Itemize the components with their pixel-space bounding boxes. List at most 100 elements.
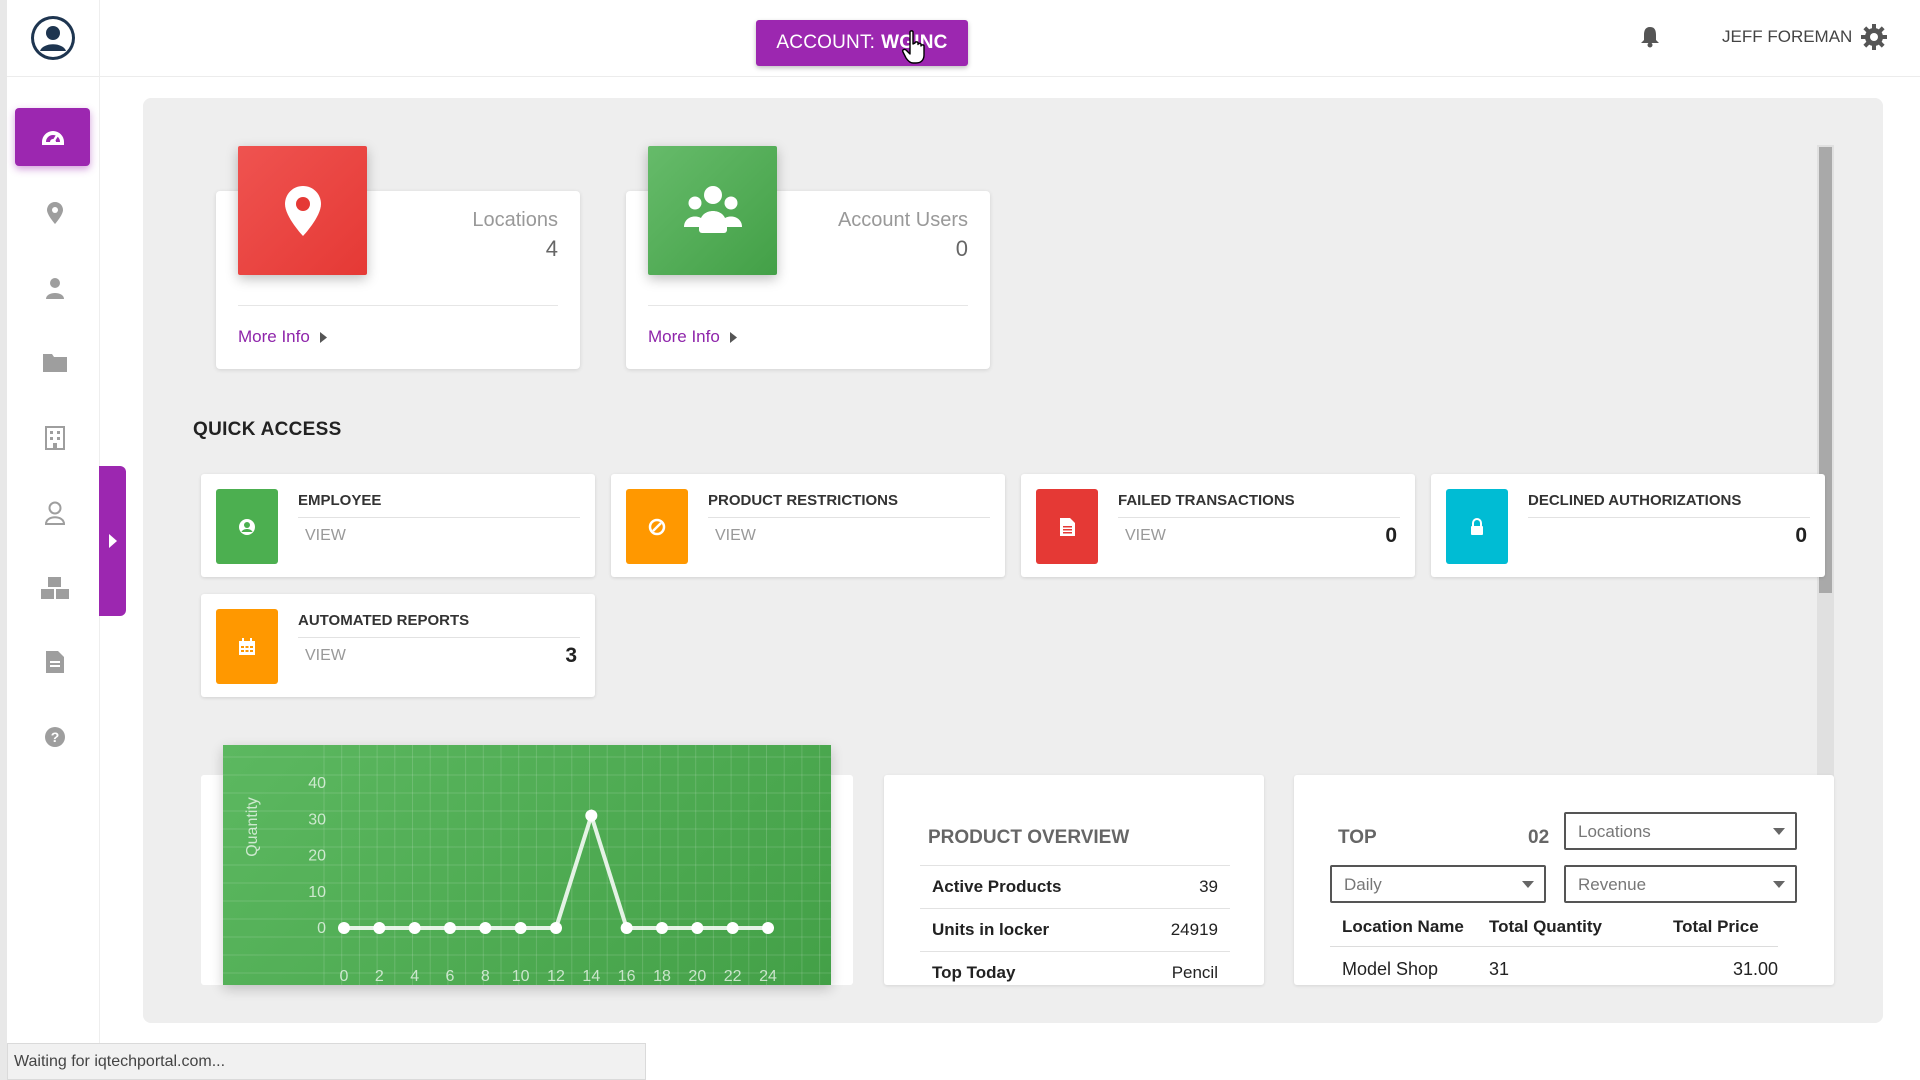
sidebar-expand-toggle[interactable] xyxy=(99,466,126,616)
qa-automated-reports-view-link[interactable]: VIEW xyxy=(305,647,346,664)
row-label: Top Today xyxy=(932,963,1016,982)
sidebar-item-products[interactable] xyxy=(29,562,81,614)
divider xyxy=(298,517,580,518)
qa-product-restrictions-card[interactable]: PRODUCT RESTRICTIONS VIEW xyxy=(611,474,1005,577)
divider xyxy=(1330,946,1778,947)
qa-employee-card[interactable]: EMPLOYEE VIEW xyxy=(201,474,595,577)
product-overview-row: Units in locker 24919 xyxy=(920,908,1230,951)
sidebar-item-employees[interactable] xyxy=(29,487,81,539)
series-line xyxy=(344,808,768,930)
notifications-button[interactable] xyxy=(1640,26,1660,53)
sidebar-item-buildings[interactable] xyxy=(29,412,81,464)
column-header[interactable]: Total Quantity xyxy=(1489,917,1603,936)
profile-avatar[interactable] xyxy=(7,0,99,77)
account-label: ACCOUNT: xyxy=(776,32,876,53)
row-value: Pencil xyxy=(1171,963,1218,982)
x-tick-label: 4 xyxy=(410,968,419,985)
product-overview-row: Top Today Pencil xyxy=(920,951,1230,994)
sidebar-item-reports[interactable] xyxy=(29,636,81,688)
chevron-down-icon xyxy=(1773,828,1785,835)
product-overview-card: PRODUCT OVERVIEW Active Products 39 Unit… xyxy=(884,775,1264,985)
account-switch-button[interactable]: ACCOUNT: WGINC xyxy=(756,20,968,66)
x-tick-label: 22 xyxy=(724,968,742,985)
qa-employee-title: EMPLOYEE xyxy=(298,492,382,509)
x-tick-label: 2 xyxy=(375,968,384,985)
row-label: Active Products xyxy=(932,877,1062,896)
failed-transactions-icon-box xyxy=(1036,489,1098,564)
y-tick-label: 20 xyxy=(308,848,326,865)
chevron-down-icon xyxy=(1773,881,1785,888)
folder-icon xyxy=(43,354,67,372)
column-header[interactable]: Total Price xyxy=(1673,917,1759,936)
metric-select[interactable]: Revenue xyxy=(1564,865,1797,903)
users-group-icon xyxy=(683,185,742,233)
user-name[interactable]: JEFF FOREMAN xyxy=(1722,27,1853,46)
product-restrictions-icon-box xyxy=(626,489,688,564)
qa-product-restrictions-view-link[interactable]: VIEW xyxy=(715,527,756,544)
y-tick-label: 30 xyxy=(308,811,326,828)
y-tick-label: 40 xyxy=(308,775,326,792)
y-axis-label: Quantity xyxy=(244,797,261,857)
sidebar-item-locations[interactable] xyxy=(29,187,81,239)
select-value: Daily xyxy=(1344,875,1382,894)
qa-failed-transactions-card[interactable]: FAILED TRANSACTIONS VIEW 0 xyxy=(1021,474,1415,577)
sidebar-item-dashboard[interactable] xyxy=(15,108,90,166)
gear-icon xyxy=(1861,24,1887,50)
account-users-value: 0 xyxy=(955,236,968,261)
more-info-label: More Info xyxy=(648,327,720,346)
data-point xyxy=(479,922,492,934)
data-point xyxy=(691,922,704,934)
top-bar xyxy=(100,0,1920,77)
user-circle-icon xyxy=(239,518,255,535)
qa-declined-authorizations-card[interactable]: DECLINED AUTHORIZATIONS 0 xyxy=(1431,474,1825,577)
qa-automated-reports-card[interactable]: AUTOMATED REPORTS VIEW 3 xyxy=(201,594,595,697)
locations-icon-box xyxy=(238,146,367,275)
calendar-icon xyxy=(239,637,255,655)
x-tick-label: 6 xyxy=(446,968,455,985)
locations-label: Locations xyxy=(472,209,558,231)
ban-icon xyxy=(648,518,666,535)
sidebar-item-help[interactable]: ? xyxy=(29,711,81,763)
qa-product-restrictions-title: PRODUCT RESTRICTIONS xyxy=(708,492,899,509)
document-icon xyxy=(1059,517,1075,536)
y-tick-label: 0 xyxy=(317,920,326,937)
row-value: 39 xyxy=(1199,877,1218,896)
locations-value: 4 xyxy=(545,236,558,261)
qa-failed-transactions-view-link[interactable]: VIEW xyxy=(1125,527,1166,544)
x-tick-label: 16 xyxy=(618,968,636,985)
table-cell: 31.00 xyxy=(1732,959,1778,979)
qa-failed-transactions-title: FAILED TRANSACTIONS xyxy=(1118,492,1295,509)
location-pin-icon xyxy=(47,202,63,224)
column-header[interactable]: Location Name xyxy=(1342,917,1464,936)
period-select[interactable]: Daily xyxy=(1330,865,1546,903)
declined-authorizations-icon-box xyxy=(1446,489,1508,564)
x-tick-label: 20 xyxy=(688,968,706,985)
automated-reports-icon-box xyxy=(216,609,278,684)
boxes-icon xyxy=(41,577,69,599)
dashboard-icon xyxy=(41,131,64,145)
user-outline-icon xyxy=(44,501,66,525)
qa-employee-view-link[interactable]: VIEW xyxy=(305,527,346,544)
sidebar-item-files[interactable] xyxy=(29,336,81,388)
qa-declined-authorizations-title: DECLINED AUTHORIZATIONS xyxy=(1528,492,1742,509)
top-title: TOP xyxy=(1338,827,1377,848)
employee-icon-box xyxy=(216,489,278,564)
data-point xyxy=(373,922,386,934)
x-tick-label: 14 xyxy=(582,968,600,985)
bell-icon xyxy=(1641,27,1659,48)
lock-icon xyxy=(1471,517,1483,535)
data-point xyxy=(762,922,774,934)
locations-more-info-link[interactable]: More Info xyxy=(238,327,327,347)
data-point xyxy=(726,922,739,934)
account-users-more-info-link[interactable]: More Info xyxy=(648,327,737,347)
browser-status-bar: Waiting for iqtechportal.com... xyxy=(7,1043,646,1080)
sidebar-item-users[interactable] xyxy=(29,262,81,314)
divider xyxy=(1118,517,1400,518)
settings-button[interactable] xyxy=(1860,23,1888,56)
row-value: 24919 xyxy=(1170,920,1218,939)
user-icon xyxy=(46,278,64,299)
caret-right-icon xyxy=(319,331,327,343)
x-tick-label: 0 xyxy=(340,968,349,985)
group-by-select[interactable]: Locations xyxy=(1564,812,1797,850)
